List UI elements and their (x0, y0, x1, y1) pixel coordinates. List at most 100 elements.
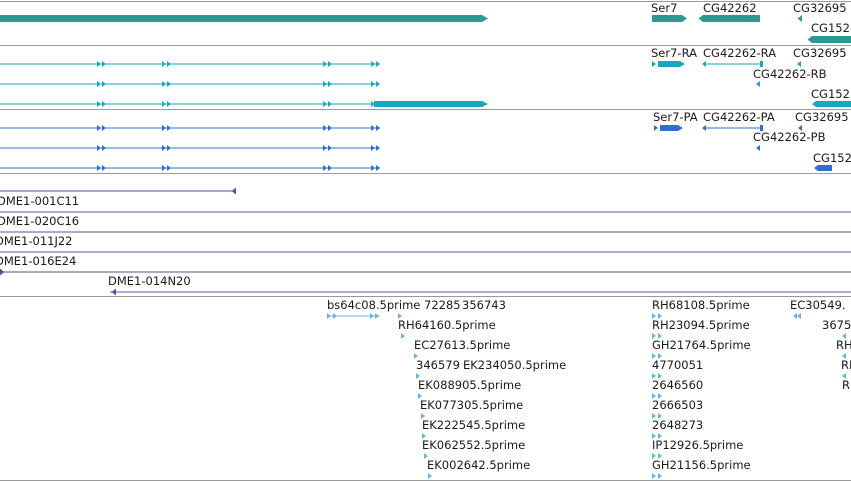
clone-label-016e24[interactable]: DME1-016E24 (0, 254, 77, 268)
est-arrow (652, 433, 656, 439)
est-arrow (652, 413, 656, 419)
est-label-ip12926[interactable]: IP12926.5prime (652, 438, 744, 452)
protein-arrow (97, 125, 101, 131)
est-arrow (658, 453, 662, 459)
protein-label-cg152[interactable]: CG152 (813, 151, 851, 165)
protein-label-ser7-pa[interactable]: Ser7-PA (653, 110, 698, 124)
ser7-pa-arrow (654, 125, 658, 131)
protein-label-cg32695[interactable]: CG32695 (795, 110, 849, 124)
transcript-exon-large[interactable] (374, 101, 482, 107)
protein-arrow (371, 125, 375, 131)
cg32695-pa-arrow (798, 125, 802, 131)
cg152-pa-exon[interactable] (818, 165, 832, 171)
est-arrow-left (842, 353, 846, 359)
est-label-ec27613[interactable]: EC27613.5prime (414, 338, 511, 352)
gene-label-cg152[interactable]: CG152 (811, 21, 850, 35)
clone-label-014n20[interactable]: DME1-014N20 (108, 274, 191, 288)
protein-arrow (102, 145, 106, 151)
est-label-ek002642[interactable]: EK002642.5prime (427, 458, 531, 472)
ser7-ra-exon[interactable] (658, 61, 680, 67)
est-label-ek222545[interactable]: EK222545.5prime (422, 418, 526, 432)
gene-cg42262-arrow (698, 15, 703, 22)
gene-label-cg42262[interactable]: CG42262 (703, 1, 757, 15)
est-label-gh21764[interactable]: GH21764.5prime (652, 338, 751, 352)
transcript-arrow (167, 81, 171, 87)
gene-label-ser7[interactable]: Ser7 (651, 1, 678, 15)
est-label-346579[interactable]: 346579 (416, 358, 460, 372)
transcript-arrow (102, 61, 106, 67)
est-arrow (658, 473, 662, 479)
est-label-ek234050[interactable]: EK234050.5prime (463, 358, 567, 372)
est-label-rh68108[interactable]: RH68108.5prime (652, 298, 750, 312)
est-label-ri[interactable]: RI (841, 358, 851, 372)
est-label-rh[interactable]: RH (836, 338, 851, 352)
cg42262-ra-arrow (702, 61, 706, 67)
protein-arrow (167, 125, 171, 131)
est-arrow (658, 433, 662, 439)
est-label-4770051[interactable]: 4770051 (652, 358, 704, 372)
est-label-356743[interactable]: 356743 (462, 298, 506, 312)
transcript-label-cg42262-rb[interactable]: CG42262-RB (753, 67, 827, 81)
transcript-label-cg32695[interactable]: CG32695 (793, 46, 847, 60)
est-label-72285[interactable]: 72285 (424, 298, 461, 312)
est-label-ek088905[interactable]: EK088905.5prime (418, 378, 522, 392)
gene-bar[interactable] (0, 15, 482, 22)
transcript-label-ser7-ra[interactable]: Ser7-RA (651, 46, 697, 60)
est-label-2648273[interactable]: 2648273 (652, 418, 704, 432)
protein-label-cg42262-pa[interactable]: CG42262-PA (703, 110, 775, 124)
est-arrow (652, 473, 656, 479)
clone-label-001c11[interactable]: DME1-001C11 (0, 194, 80, 208)
protein-arrow (97, 145, 101, 151)
est-arrow-left (842, 333, 846, 339)
est-arrow (422, 433, 426, 439)
gene-cg152-arrow (807, 36, 812, 43)
gene-label-cg32695[interactable]: CG32695 (793, 1, 847, 15)
est-label-2666503[interactable]: 2666503 (652, 398, 704, 412)
gene-cg152[interactable] (812, 36, 851, 43)
cg42262-pa-exon[interactable] (760, 125, 763, 131)
protein-label-cg42262-pb[interactable]: CG42262-PB (753, 130, 826, 144)
protein-arrow (102, 165, 106, 171)
ser7-pa-exon[interactable] (660, 125, 678, 131)
est-label-ek062552[interactable]: EK062552.5prime (422, 438, 526, 452)
est-label-3675[interactable]: 3675 (822, 318, 851, 332)
gene-ser7[interactable] (652, 15, 682, 22)
transcript-arrow (371, 61, 375, 67)
clone-label-020c16[interactable]: DME1-020C16 (0, 214, 80, 228)
est-arrow-left (842, 373, 846, 379)
est-label-rh64160[interactable]: RH64160.5prime (398, 318, 496, 332)
clone-arrow (111, 288, 116, 296)
gene-cg42262[interactable] (703, 15, 760, 22)
transcript-label-cg152[interactable]: CG152 (811, 87, 850, 101)
est-label-2646560[interactable]: 2646560 (652, 378, 704, 392)
track-divider (0, 296, 851, 297)
gene-bar-end (482, 15, 488, 22)
transcript-arrow (376, 61, 380, 67)
est-arrow (428, 473, 432, 479)
transcript-arrow (376, 81, 380, 87)
transcript-arrow (102, 101, 106, 107)
protein-arrow (323, 165, 327, 171)
est-label-rh23094[interactable]: RH23094.5prime (652, 318, 750, 332)
est-label-bs64c08[interactable]: bs64c08.5prime (327, 298, 421, 312)
est-label-r[interactable]: R (842, 378, 850, 392)
est-arrow (333, 313, 337, 319)
est-label-ec30549[interactable]: EC30549. (790, 298, 846, 312)
est-label-gh21156[interactable]: GH21156.5prime (652, 458, 751, 472)
est-arrow (658, 413, 662, 419)
transcript-label-cg42262-ra[interactable]: CG42262-RA (703, 46, 777, 60)
ser7-ra-end (680, 61, 685, 67)
est-label-ek077305[interactable]: EK077305.5prime (420, 398, 524, 412)
clone-label-011j22[interactable]: DME1-011J22 (0, 234, 73, 248)
cg152-ra-exon[interactable] (816, 101, 851, 107)
transcript-arrow (371, 101, 375, 107)
cg42262-ra-exon[interactable] (760, 61, 763, 67)
protein-arrow (323, 125, 327, 131)
est-arrow (398, 313, 402, 319)
transcript-arrow (167, 101, 171, 107)
transcript-arrow (97, 81, 101, 87)
protein-arrow (97, 165, 101, 171)
transcript-arrow (323, 61, 327, 67)
